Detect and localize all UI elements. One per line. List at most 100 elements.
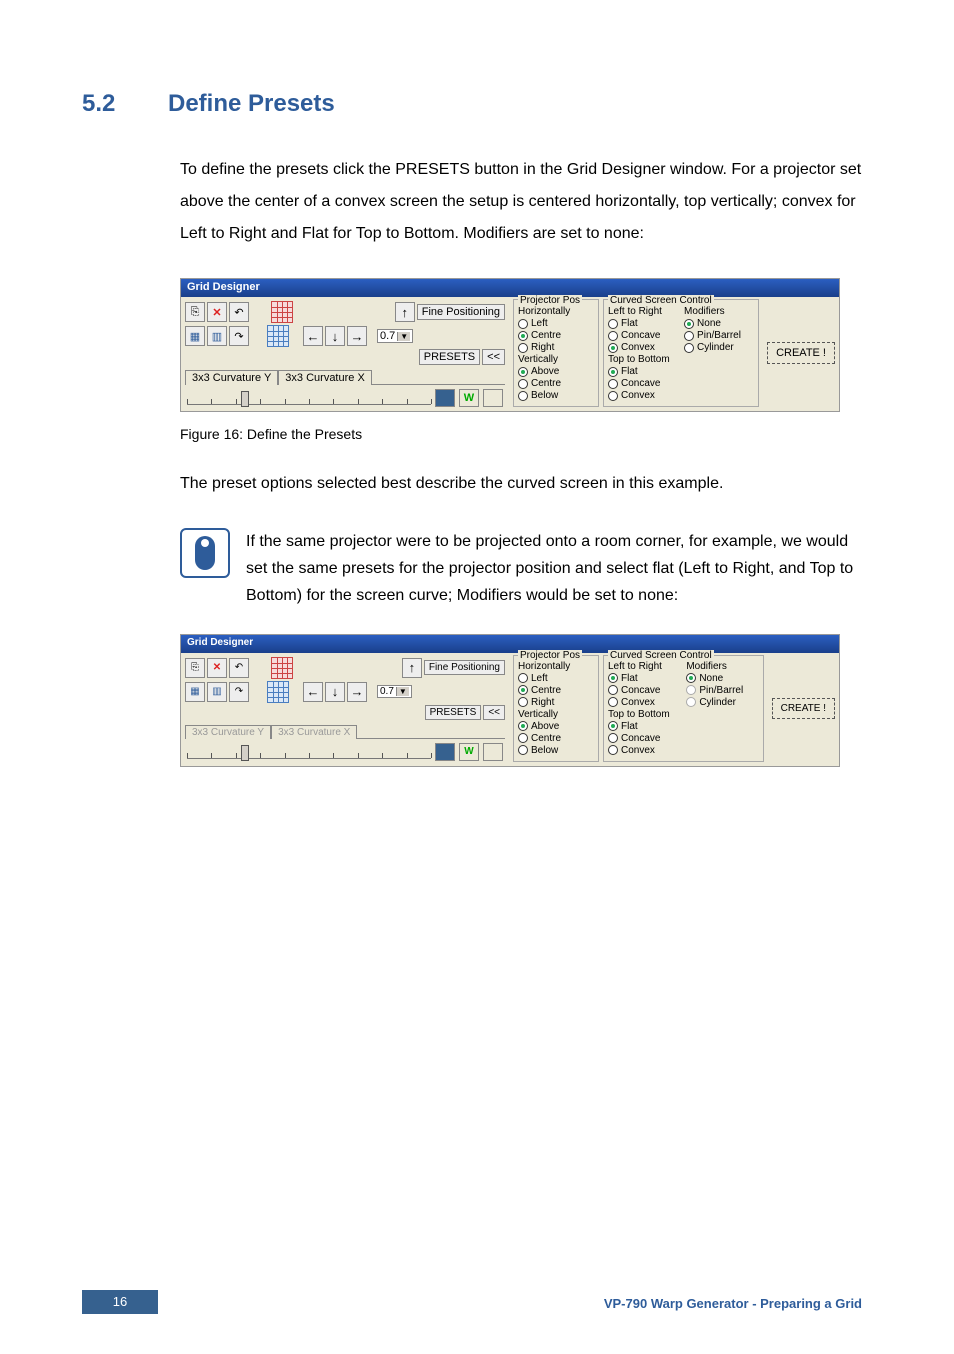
lr-label: Left to Right [608,306,678,317]
mod-option-cylinder[interactable]: Cylinder [684,342,754,353]
radio-label: Concave [621,685,660,696]
close-icon[interactable]: ✕ [207,658,227,678]
step-dropdown[interactable]: 0.7▼ [377,685,412,698]
collapse-button[interactable]: << [482,349,505,365]
grid-designer-window-1: Grid Designer ⎘ ✕ ↶ ↑ Fine Positioning ▦… [180,278,840,412]
step-dropdown[interactable]: 0.7▼ [377,329,413,343]
lr-option-flat[interactable]: Flat [608,318,678,329]
tb-option-flat[interactable]: Flat [608,366,678,377]
tab-curvature-y[interactable]: 3x3 Curvature Y [185,370,278,385]
tb-option-flat[interactable]: Flat [608,721,680,732]
horizontal-option-right[interactable]: Right [518,697,594,708]
arrow-left-icon[interactable]: ← [303,682,323,702]
radio-icon [686,673,696,683]
undo-icon[interactable]: ↶ [229,658,249,678]
curved-screen-group: Curved Screen Control Left to Right Flat… [603,655,764,762]
grid-fill-icon[interactable] [435,743,455,761]
fine-positioning-button[interactable]: Fine Positioning [424,660,505,675]
undo-icon[interactable]: ↶ [229,302,249,322]
lr-option-flat[interactable]: Flat [608,673,680,684]
vertical-option-below[interactable]: Below [518,390,594,401]
blank-button[interactable] [483,389,503,407]
modifiers-label: Modifiers [684,306,754,317]
arrow-right-icon[interactable]: → [347,326,367,346]
radio-icon [518,331,528,341]
curvature-slider[interactable] [187,391,431,405]
mod-option-pin/barrel[interactable]: Pin/Barrel [686,685,758,696]
arrow-down-icon[interactable]: ↓ [325,326,345,346]
radio-icon [608,379,618,389]
radio-label: Concave [621,733,660,744]
info-icon [180,528,230,578]
horizontal-option-right[interactable]: Right [518,342,594,353]
grid-small-icon[interactable]: ▦ [185,682,205,702]
radio-label: Left [531,318,548,329]
arrow-up-icon[interactable]: ↑ [395,302,415,322]
radio-icon [684,331,694,341]
radio-label: Above [531,366,559,377]
vertical-option-centre[interactable]: Centre [518,733,594,744]
vertical-option-centre[interactable]: Centre [518,378,594,389]
radio-icon [608,331,618,341]
horizontal-option-centre[interactable]: Centre [518,330,594,341]
vertical-option-above[interactable]: Above [518,721,594,732]
presets-button[interactable]: PRESETS [419,349,480,365]
import-icon[interactable]: ⎘ [185,302,205,322]
lr-option-concave[interactable]: Concave [608,685,680,696]
tab-curvature-x[interactable]: 3x3 Curvature X [278,370,371,385]
curvature-slider[interactable] [187,745,431,759]
mod-option-none[interactable]: None [684,318,754,329]
horizontal-option-left[interactable]: Left [518,318,594,329]
arrow-up-icon[interactable]: ↑ [402,658,422,678]
radio-icon [608,685,618,695]
tab-curvature-x[interactable]: 3x3 Curvature X [271,725,357,739]
presets-button[interactable]: PRESETS [425,705,482,720]
arrow-right-icon[interactable]: → [347,682,367,702]
arrow-left-icon[interactable]: ← [303,326,323,346]
lr-option-concave[interactable]: Concave [608,330,678,341]
grid-small-icon[interactable]: ▦ [185,326,205,346]
apply-icon[interactable]: W [459,743,479,761]
tab-curvature-y[interactable]: 3x3 Curvature Y [185,725,271,739]
blank-button[interactable] [483,743,503,761]
lr-option-convex[interactable]: Convex [608,697,680,708]
grid-fill-icon[interactable] [435,389,455,407]
mod-option-pin/barrel[interactable]: Pin/Barrel [684,330,754,341]
chevron-down-icon: ▼ [396,687,409,696]
create-button[interactable]: CREATE ! [767,342,835,364]
window-titlebar: Grid Designer [181,635,839,653]
tb-option-concave[interactable]: Concave [608,733,680,744]
curved-screen-group: Curved Screen Control Left to Right Flat… [603,299,759,407]
apply-icon[interactable]: W [459,389,479,407]
chevron-down-icon: ▼ [397,332,410,341]
radio-label: Cylinder [697,342,734,353]
radio-label: Above [531,721,559,732]
tab-row: 3x3 Curvature Y 3x3 Curvature X [185,724,505,739]
radio-label: Concave [621,330,660,341]
mod-option-cylinder[interactable]: Cylinder [686,697,758,708]
fine-positioning-button[interactable]: Fine Positioning [417,304,505,320]
tb-option-convex[interactable]: Convex [608,390,678,401]
vertical-option-below[interactable]: Below [518,745,594,756]
radio-icon [518,343,528,353]
tb-option-concave[interactable]: Concave [608,378,678,389]
mod-option-none[interactable]: None [686,673,758,684]
grid-large-icon[interactable]: ▥ [207,682,227,702]
collapse-button[interactable]: << [483,705,505,720]
info-note: If the same projector were to be project… [180,528,862,610]
horizontal-option-left[interactable]: Left [518,673,594,684]
lr-option-convex[interactable]: Convex [608,342,678,353]
import-icon[interactable]: ⎘ [185,658,205,678]
redo-icon[interactable]: ↷ [229,682,249,702]
close-icon[interactable]: ✕ [207,302,227,322]
arrow-down-icon[interactable]: ↓ [325,682,345,702]
grid-large-icon[interactable]: ▥ [207,326,227,346]
vertical-option-above[interactable]: Above [518,366,594,377]
redo-icon[interactable]: ↷ [229,326,249,346]
vertical-label: Vertically [518,709,594,720]
horizontal-option-centre[interactable]: Centre [518,685,594,696]
tb-option-convex[interactable]: Convex [608,745,680,756]
create-button[interactable]: CREATE ! [772,698,835,719]
projector-pos-legend: Projector Pos [518,295,582,306]
figure-caption-1: Figure 16: Define the Presets [180,426,862,442]
